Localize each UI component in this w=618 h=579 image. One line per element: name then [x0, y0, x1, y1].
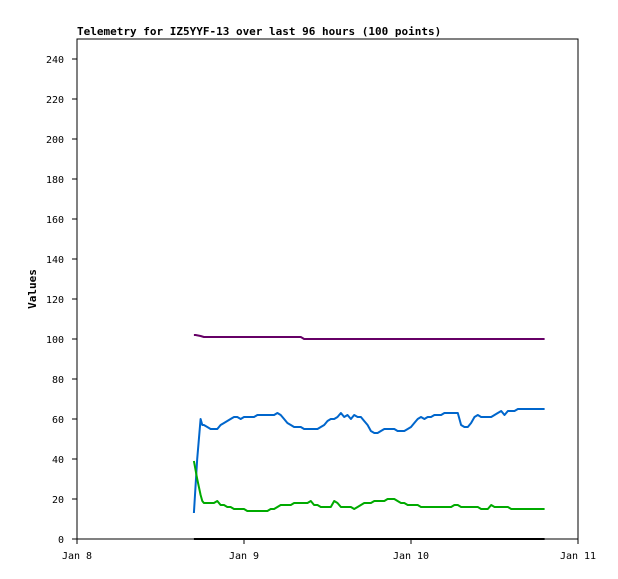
series-line-3 — [192, 460, 545, 512]
y-tick-label: 160 — [46, 215, 64, 226]
x-tick-label: Jan 8 — [62, 551, 92, 562]
y-tick-label: 220 — [46, 95, 64, 106]
series-layer — [192, 334, 545, 540]
y-tick-label: 80 — [52, 375, 64, 386]
y-tick-label: 0 — [58, 535, 64, 546]
y-tick-label: 240 — [46, 55, 64, 66]
x-tick-label: Jan 11 — [560, 551, 596, 562]
y-tick-label: 140 — [46, 255, 64, 266]
y-tick-label: 120 — [46, 295, 64, 306]
series-line-2 — [192, 408, 545, 514]
y-tick-label: 100 — [46, 335, 64, 346]
series-line-1 — [193, 334, 545, 340]
x-axis: Jan 8 Jan 9 Jan 10 Jan 11 — [62, 539, 596, 562]
plot-area — [76, 38, 579, 540]
y-tick-label: 40 — [52, 455, 64, 466]
y-axis: 0 20 40 60 80 100 120 140 160 180 200 220 240 — [46, 55, 77, 546]
y-tick-label: 60 — [52, 415, 64, 426]
x-tick-label: Jan 10 — [393, 551, 429, 562]
y-tick-label: 200 — [46, 135, 64, 146]
y-tick-label: 20 — [52, 495, 64, 506]
y-tick-label: 180 — [46, 175, 64, 186]
chart-title: Telemetry for IZ5YYF-13 over last 96 hou… — [77, 25, 441, 38]
x-tick-label: Jan 9 — [229, 551, 259, 562]
y-axis-label: Values — [26, 269, 39, 309]
